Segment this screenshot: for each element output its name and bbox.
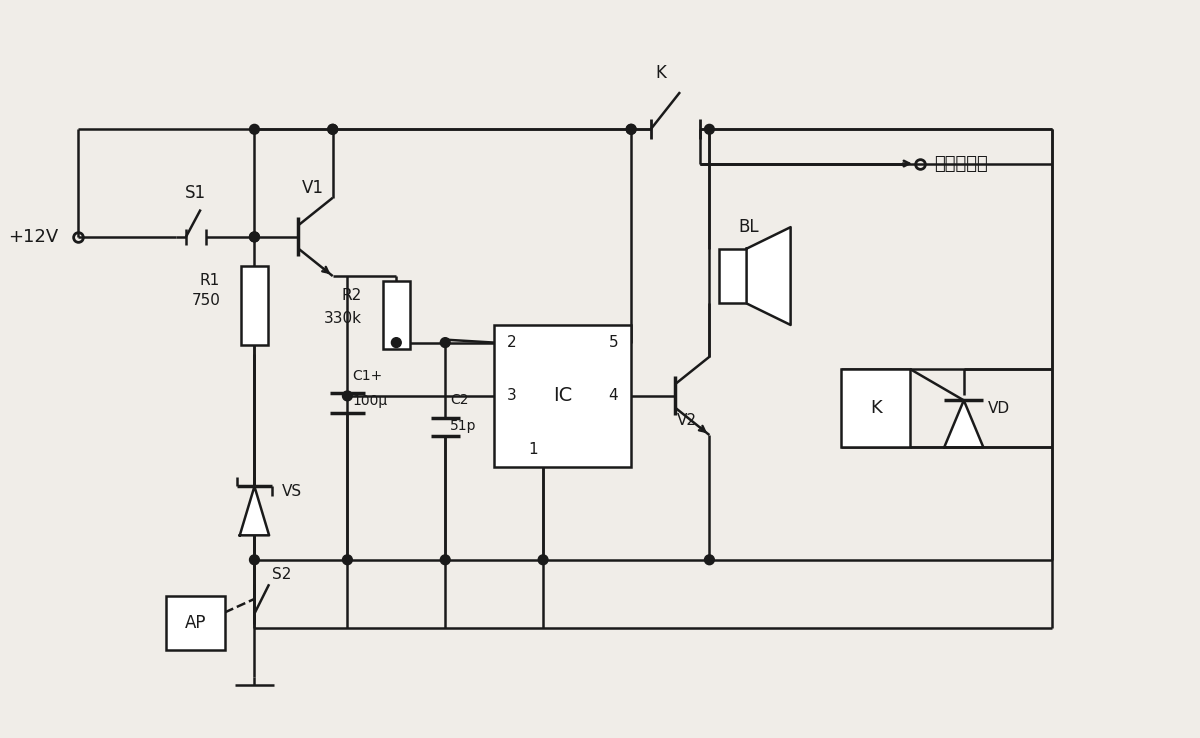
Text: R1: R1	[200, 274, 220, 289]
Text: BL: BL	[738, 218, 758, 236]
Text: C1+: C1+	[353, 369, 383, 383]
Circle shape	[391, 338, 401, 348]
Circle shape	[342, 555, 353, 565]
Text: 接点火系统: 接点火系统	[935, 154, 988, 173]
Text: 3: 3	[506, 388, 517, 404]
Text: V2: V2	[677, 413, 697, 428]
Circle shape	[328, 125, 337, 134]
Text: C2: C2	[450, 393, 469, 407]
Circle shape	[328, 125, 337, 134]
Text: S1: S1	[185, 184, 206, 202]
Text: V1: V1	[302, 179, 324, 197]
Text: IC: IC	[553, 387, 572, 405]
Text: 100μ: 100μ	[353, 394, 388, 408]
Circle shape	[626, 125, 636, 134]
Polygon shape	[944, 400, 983, 447]
Circle shape	[538, 555, 548, 565]
Circle shape	[250, 125, 259, 134]
Bar	[167, 596, 226, 649]
Text: 51p: 51p	[450, 418, 476, 432]
Circle shape	[250, 555, 259, 565]
Text: K: K	[870, 399, 882, 417]
Circle shape	[440, 338, 450, 348]
Text: 4: 4	[608, 388, 618, 404]
Text: 330k: 330k	[324, 311, 362, 325]
Text: AP: AP	[185, 615, 206, 632]
Text: 750: 750	[191, 293, 220, 308]
Circle shape	[626, 125, 636, 134]
Text: 1: 1	[528, 442, 538, 457]
Text: 2: 2	[506, 335, 516, 350]
Circle shape	[342, 391, 353, 401]
Circle shape	[250, 232, 259, 242]
Text: VD: VD	[989, 401, 1010, 415]
Bar	[719, 249, 746, 303]
Bar	[841, 369, 910, 447]
Bar	[383, 281, 410, 349]
Circle shape	[250, 232, 259, 242]
Bar	[241, 266, 268, 345]
Bar	[494, 325, 631, 467]
Text: K: K	[655, 63, 666, 81]
Polygon shape	[240, 486, 269, 535]
Text: +12V: +12V	[8, 228, 59, 246]
Circle shape	[704, 555, 714, 565]
Text: 5: 5	[608, 335, 618, 350]
Polygon shape	[746, 227, 791, 325]
Text: S2: S2	[272, 567, 292, 582]
Circle shape	[440, 555, 450, 565]
Circle shape	[704, 125, 714, 134]
Text: VS: VS	[282, 484, 302, 499]
Text: R2: R2	[342, 288, 362, 303]
